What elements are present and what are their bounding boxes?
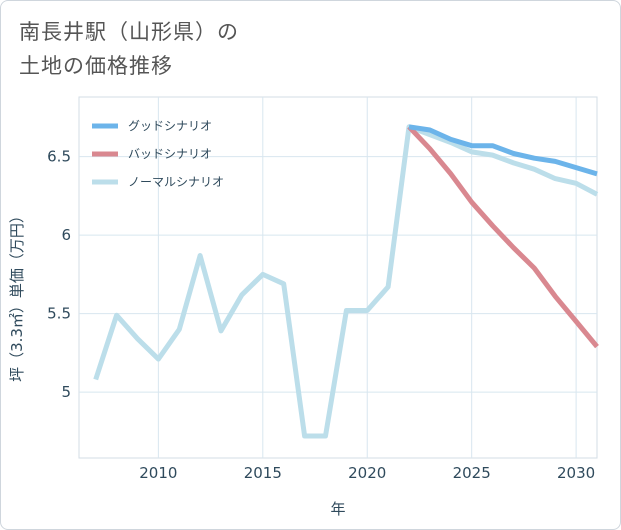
y-tick-label: 6.5 (47, 148, 71, 166)
legend-label: グッドシナリオ (128, 119, 212, 133)
x-tick-label: 2020 (348, 464, 386, 482)
x-tick-label: 2025 (453, 464, 491, 482)
chart-title-line2: 土地の価格推移 (19, 54, 173, 78)
chart-title: 南長井駅（山形県）の 土地の価格推移 (19, 15, 239, 83)
series-line-1 (408, 124, 598, 177)
legend-label: ノーマルシナリオ (128, 175, 224, 189)
y-tick-label: 6 (61, 226, 71, 244)
plot-area (78, 96, 598, 459)
legend-label: バッドシナリオ (128, 147, 212, 161)
x-tick-label: 2010 (139, 464, 177, 482)
y-axis-label: 坪（3.3㎡）単価（万円） (8, 208, 26, 382)
series-line-2 (407, 125, 599, 349)
series-line-3 (93, 124, 599, 439)
chart-title-line1: 南長井駅（山形県）の (19, 20, 239, 44)
x-tick-label: 2030 (557, 464, 595, 482)
y-tick-label: 5.5 (47, 305, 71, 323)
x-axis-label: 年 (330, 500, 345, 518)
y-tick-label: 5 (61, 383, 71, 401)
x-tick-label: 2015 (244, 464, 282, 482)
